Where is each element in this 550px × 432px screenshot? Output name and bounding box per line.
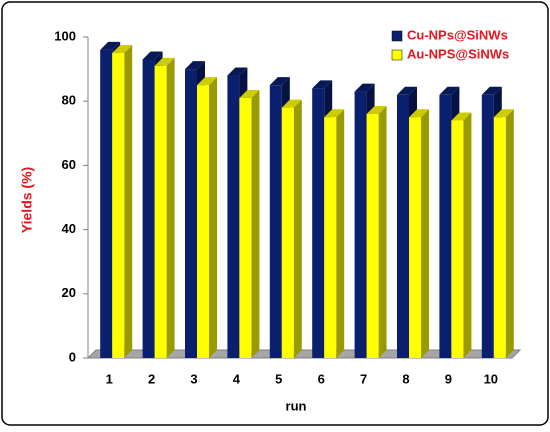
y-axis-label: Yields (%) bbox=[19, 167, 35, 233]
bar-face bbox=[505, 109, 514, 358]
bar-face bbox=[239, 97, 252, 359]
bar-face bbox=[281, 99, 302, 108]
bar-face bbox=[269, 77, 290, 86]
x-tick-label: 2 bbox=[148, 371, 155, 386]
bar-face bbox=[185, 69, 197, 358]
bar bbox=[409, 109, 429, 358]
bar bbox=[197, 77, 217, 359]
bar bbox=[154, 57, 175, 358]
bar-face bbox=[354, 91, 367, 358]
bar-face bbox=[100, 41, 121, 50]
x-tick-label: 10 bbox=[484, 371, 498, 386]
x-tick-label: 6 bbox=[318, 371, 325, 386]
bar-face bbox=[227, 67, 248, 76]
bar-face bbox=[354, 83, 375, 92]
bar-face bbox=[185, 61, 205, 70]
legend-label: Cu-NPs@SiNWs bbox=[407, 27, 508, 42]
y-tick-label: 60 bbox=[62, 157, 76, 172]
bar-face bbox=[366, 114, 379, 358]
x-tick-label: 4 bbox=[233, 371, 241, 386]
x-axis-label: run bbox=[286, 398, 307, 413]
bar-face bbox=[112, 45, 133, 54]
bar bbox=[451, 112, 472, 359]
x-tick-label: 8 bbox=[402, 371, 409, 386]
bar-face bbox=[197, 77, 217, 86]
bar-face bbox=[451, 112, 472, 121]
bar-face bbox=[397, 86, 417, 95]
legend-swatch bbox=[391, 30, 403, 42]
x-tick-label: 3 bbox=[190, 371, 197, 386]
x-tick-label: 7 bbox=[360, 371, 367, 386]
y-tick-label: 40 bbox=[62, 221, 76, 236]
bar-face bbox=[336, 109, 345, 358]
bar-face bbox=[124, 45, 133, 359]
bar-face bbox=[312, 88, 325, 359]
y-tick-label: 100 bbox=[54, 28, 76, 43]
bar-face bbox=[197, 85, 209, 359]
bar-face bbox=[463, 112, 472, 359]
bar-face bbox=[100, 49, 113, 359]
bar-face bbox=[481, 86, 502, 95]
bar-face bbox=[409, 117, 421, 358]
y-tick-label: 0 bbox=[69, 349, 76, 364]
bar-face bbox=[312, 80, 333, 89]
bar-face bbox=[409, 109, 429, 118]
bar bbox=[281, 99, 302, 359]
bar-face bbox=[154, 57, 175, 66]
bar-face bbox=[366, 106, 387, 115]
bar bbox=[239, 89, 260, 359]
bar bbox=[112, 45, 133, 359]
y-tick-label: 20 bbox=[62, 285, 76, 300]
bar-face bbox=[112, 53, 125, 359]
bar-face bbox=[324, 109, 345, 118]
x-tick-label: 1 bbox=[106, 371, 113, 386]
legend-swatch bbox=[391, 49, 403, 61]
y-tick-label: 80 bbox=[62, 93, 76, 108]
bar-face bbox=[451, 120, 464, 359]
x-tick-label: 9 bbox=[445, 371, 452, 386]
bar-face bbox=[293, 99, 302, 359]
bar-face bbox=[251, 89, 260, 359]
bar-face bbox=[166, 57, 175, 358]
bar-face bbox=[209, 77, 217, 359]
legend-label: Au-NPS@SiNWs bbox=[407, 46, 509, 61]
bar-face bbox=[239, 89, 260, 98]
bar-face bbox=[142, 51, 163, 60]
x-tick-label: 5 bbox=[275, 371, 282, 386]
bar-face bbox=[227, 75, 240, 359]
bar-face bbox=[481, 94, 494, 358]
bar-face bbox=[154, 65, 167, 358]
bar bbox=[324, 109, 345, 358]
bar-face bbox=[439, 94, 452, 358]
bar-face bbox=[493, 117, 506, 358]
bar-face bbox=[421, 109, 429, 358]
bar-face bbox=[324, 117, 337, 358]
bar-face bbox=[493, 109, 514, 118]
bar-face bbox=[439, 86, 460, 95]
bar bbox=[366, 106, 387, 358]
bar-face bbox=[142, 59, 155, 358]
bar bbox=[493, 109, 514, 358]
bar-face bbox=[269, 85, 282, 359]
bar-face bbox=[397, 94, 409, 358]
bar-face bbox=[378, 106, 387, 358]
bar-face bbox=[281, 107, 294, 359]
